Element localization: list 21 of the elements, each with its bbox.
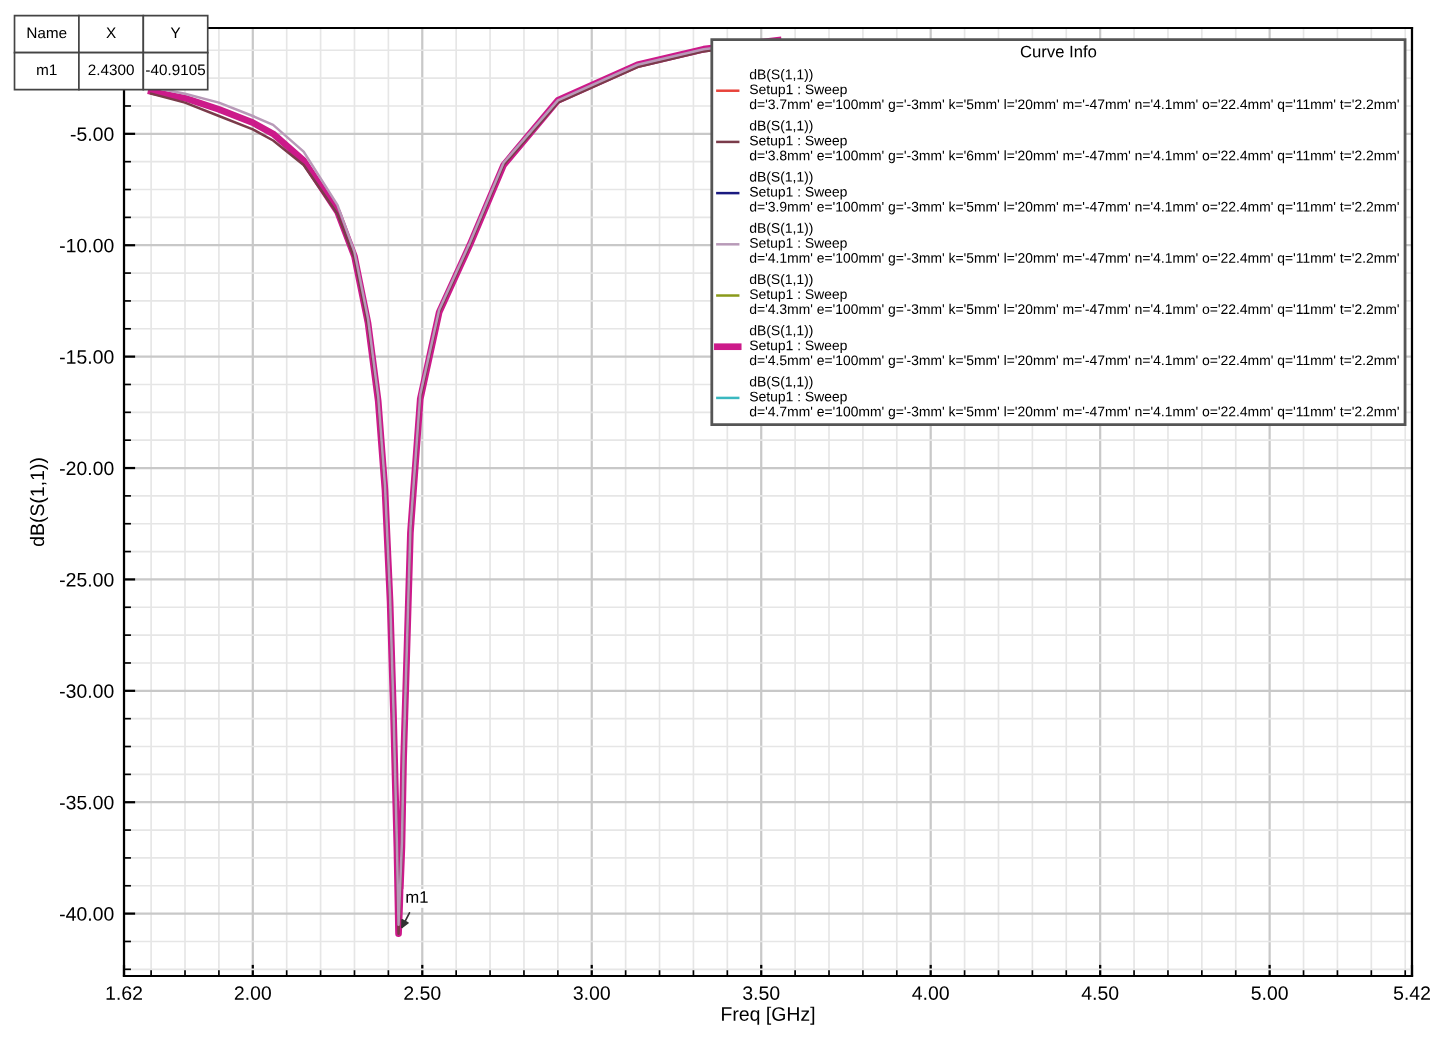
x-tick-label: 4.50 bbox=[1081, 986, 1119, 1000]
y-tick-label: -20.00 bbox=[60, 461, 114, 476]
y-tick-label: -40.00 bbox=[60, 907, 114, 921]
y-tick-label: -15.00 bbox=[60, 350, 114, 364]
x-tick-label: 3.50 bbox=[743, 986, 780, 1000]
x-tick-label: 3.00 bbox=[573, 986, 610, 1000]
x-tick-label: 2.50 bbox=[404, 986, 441, 1000]
y-tick-label: -5.00 bbox=[70, 127, 114, 142]
x-tick-label: 5.00 bbox=[1251, 986, 1288, 1000]
x-tick-label: 5.42 bbox=[1393, 986, 1430, 1000]
y-axis-title: dB(S(1,1)) bbox=[29, 458, 49, 547]
y-tick-label: -30.00 bbox=[60, 684, 114, 699]
y-tick-label: -25.00 bbox=[60, 572, 114, 587]
annotation: m1 bbox=[406, 891, 428, 903]
y-tick-label: -35.00 bbox=[60, 795, 114, 810]
x-tick-label: 1.62 bbox=[106, 986, 142, 1000]
legend-title: Curve Info bbox=[1020, 45, 1097, 58]
x-axis-title: Freq [GHz] bbox=[722, 1006, 815, 1025]
x-tick-label: 4.00 bbox=[912, 986, 949, 1000]
x-tick-label: 2.00 bbox=[234, 986, 271, 1000]
y-tick-label: -10.00 bbox=[60, 238, 114, 253]
